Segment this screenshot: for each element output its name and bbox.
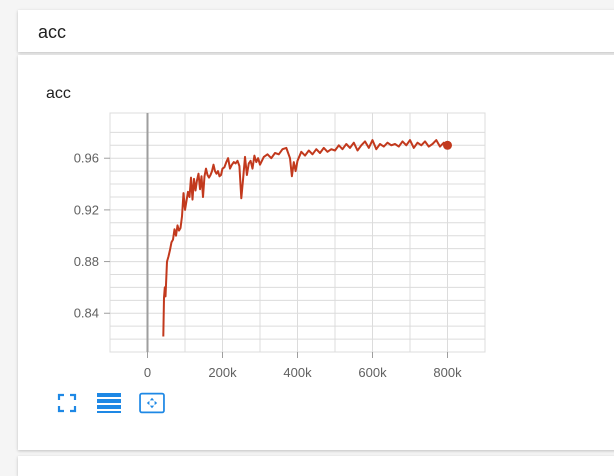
chart-card: acc 0 200k 400k 600k 800k 0.84 0.88 0.92 0.96 (18, 55, 614, 450)
x-tick-label: 0 (144, 365, 151, 380)
header-title: acc (38, 22, 67, 42)
fullscreen-button[interactable] (54, 391, 80, 415)
y-tick-label: 0.84 (74, 306, 99, 321)
fit-to-data-icon (139, 392, 165, 414)
fit-domain-button[interactable] (139, 391, 165, 415)
y-tick-label: 0.92 (74, 202, 99, 217)
series-last-point (443, 140, 452, 150)
toggle-log-scale-button[interactable] (96, 391, 122, 415)
header-card: acc (18, 10, 614, 52)
chart-title: acc (46, 85, 71, 102)
series-line-acc (162, 139, 449, 337)
list-lines-icon (97, 393, 121, 413)
x-tick-label: 200k (208, 365, 237, 380)
x-tick-label: 800k (433, 365, 462, 380)
x-tick-label: 400k (283, 365, 312, 380)
line-chart[interactable]: 0 200k 400k 600k 800k 0.84 0.88 0.92 0.96 (18, 55, 614, 395)
x-tick-label: 600k (358, 365, 387, 380)
next-card (18, 456, 614, 476)
y-tick-label: 0.88 (74, 254, 99, 269)
y-tick-label: 0.96 (74, 151, 99, 166)
expand-icon (57, 393, 77, 413)
